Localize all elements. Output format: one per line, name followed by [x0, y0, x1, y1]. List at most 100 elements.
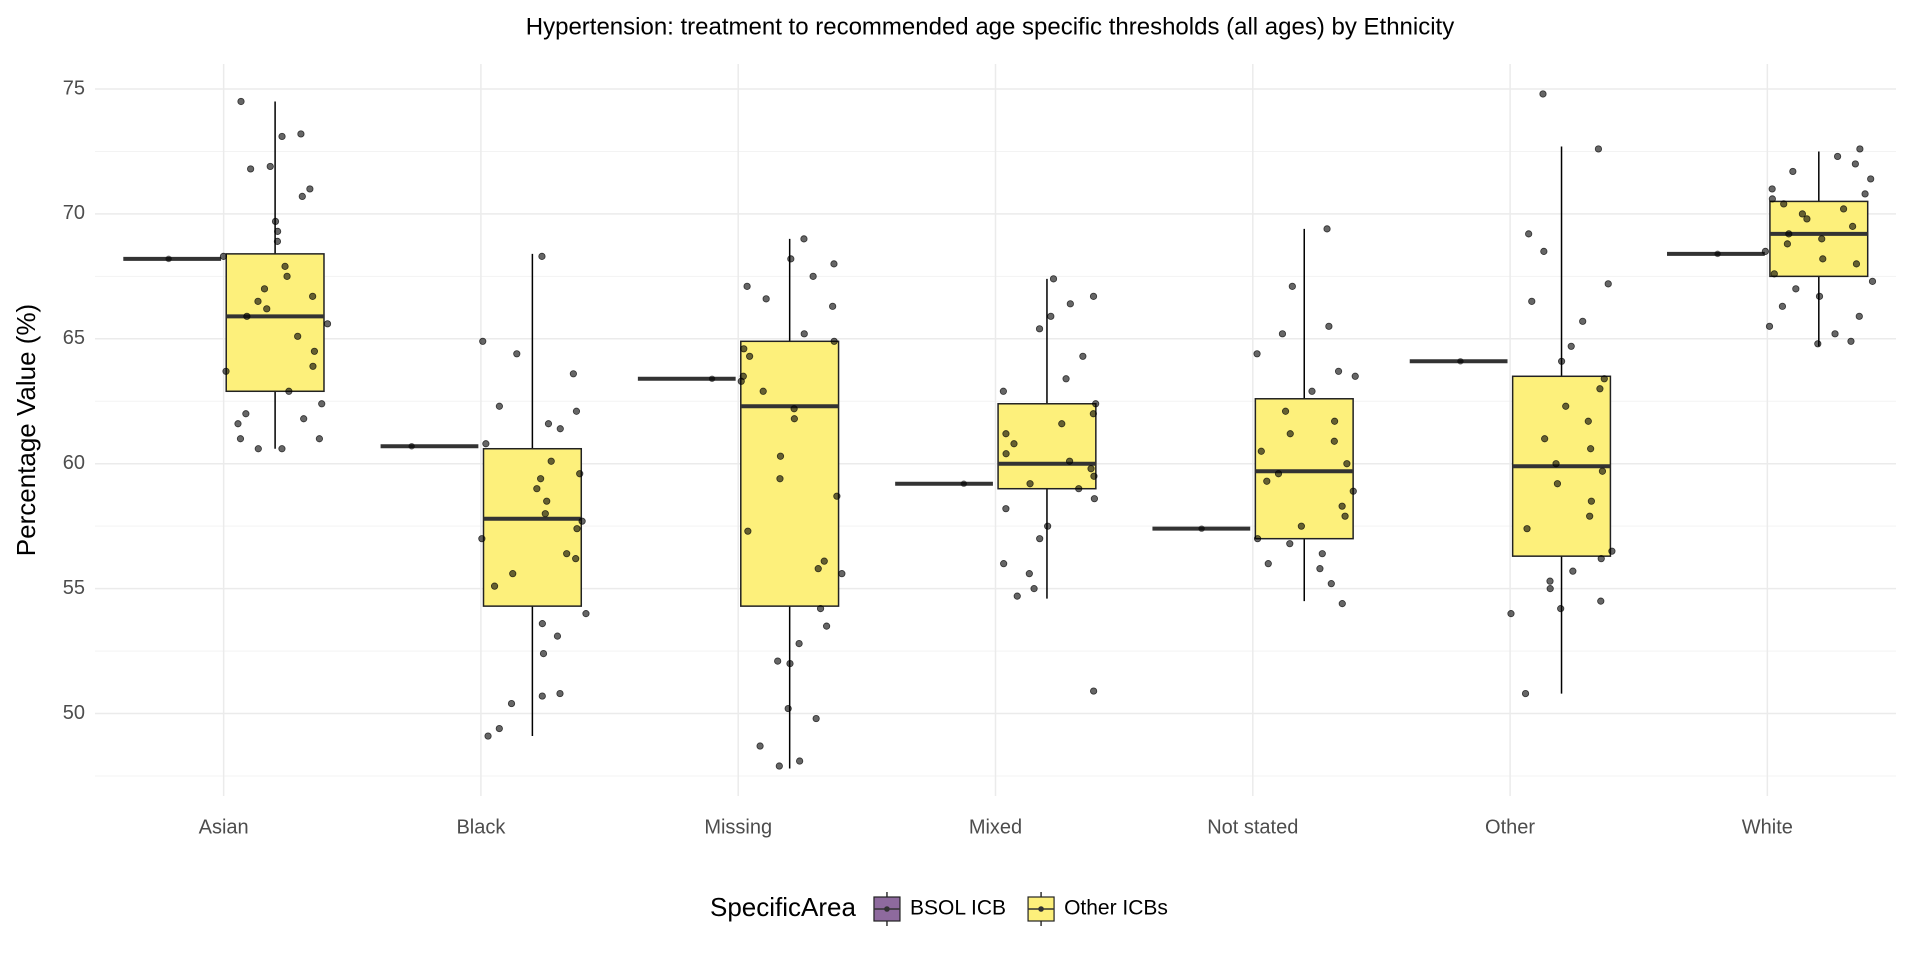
point	[1540, 247, 1548, 255]
point	[740, 345, 748, 353]
point	[1349, 487, 1357, 495]
point	[744, 527, 752, 535]
box	[740, 340, 840, 607]
point	[1000, 560, 1008, 568]
point	[543, 497, 551, 505]
point	[833, 492, 841, 500]
point	[1090, 472, 1098, 480]
point	[274, 227, 282, 235]
point	[1308, 387, 1316, 395]
point	[582, 610, 590, 618]
point	[509, 570, 517, 578]
point	[1264, 560, 1272, 568]
point	[790, 405, 798, 413]
point	[1058, 420, 1066, 428]
point	[999, 387, 1007, 395]
point	[219, 252, 228, 260]
point	[1831, 330, 1839, 338]
point	[315, 435, 323, 443]
point	[538, 620, 546, 628]
point	[1010, 440, 1018, 448]
point	[507, 699, 516, 708]
chart-title: Hypertension: treatment to recommended a…	[526, 13, 1454, 40]
point	[1604, 280, 1612, 288]
point	[495, 724, 503, 733]
point	[774, 657, 782, 665]
point	[1780, 200, 1788, 208]
point	[1819, 255, 1827, 263]
point	[323, 320, 332, 328]
box	[482, 447, 583, 607]
point	[1765, 322, 1774, 330]
point	[812, 714, 820, 723]
point	[1586, 512, 1594, 520]
point	[1087, 465, 1095, 473]
point	[242, 410, 250, 418]
point	[1761, 247, 1769, 255]
point	[243, 312, 251, 320]
point	[1026, 480, 1034, 488]
y-tick-label: 75	[63, 77, 85, 99]
point	[1814, 340, 1822, 348]
point	[1334, 367, 1343, 375]
point	[306, 185, 314, 193]
point	[1049, 275, 1058, 283]
point	[1600, 375, 1608, 383]
point	[1851, 160, 1859, 168]
point	[1288, 282, 1296, 290]
point	[776, 452, 785, 460]
point	[1584, 417, 1592, 425]
point	[541, 510, 549, 518]
point	[556, 689, 564, 698]
point	[1035, 325, 1044, 333]
point	[538, 692, 546, 700]
point	[513, 350, 521, 358]
point	[1856, 145, 1864, 153]
point	[294, 332, 302, 340]
y-tick-label: 55	[63, 577, 85, 599]
point	[271, 217, 280, 225]
point	[533, 485, 541, 493]
point	[273, 237, 282, 245]
point	[1297, 522, 1305, 530]
point	[298, 192, 306, 201]
point	[309, 292, 317, 300]
point	[482, 440, 490, 448]
x-tick-label: Other	[1485, 816, 1535, 838]
point	[1855, 312, 1863, 320]
point	[537, 475, 545, 483]
point	[756, 742, 764, 750]
point	[408, 443, 415, 450]
point	[795, 640, 803, 648]
point	[1263, 477, 1271, 485]
point	[1330, 437, 1338, 445]
point	[1338, 600, 1346, 608]
point	[1457, 358, 1464, 365]
point	[278, 445, 286, 453]
point	[809, 272, 817, 280]
point	[1253, 350, 1261, 358]
point	[1351, 372, 1359, 380]
point	[538, 252, 546, 260]
point	[1323, 225, 1331, 233]
point	[1847, 337, 1855, 345]
point	[1278, 330, 1287, 338]
point	[1770, 270, 1778, 278]
point	[1579, 317, 1587, 325]
y-tick-label: 70	[63, 202, 85, 224]
point	[260, 285, 269, 293]
x-tick-label: Black	[456, 816, 506, 838]
point	[222, 367, 230, 375]
point	[1092, 400, 1100, 408]
point	[578, 517, 586, 525]
point	[1525, 230, 1533, 238]
point	[1861, 190, 1869, 198]
point	[775, 762, 783, 770]
point	[1316, 565, 1324, 573]
point	[787, 255, 795, 263]
point	[1528, 297, 1536, 305]
point	[1558, 357, 1566, 365]
point	[1036, 535, 1044, 543]
point	[1768, 195, 1776, 203]
point	[165, 255, 172, 263]
